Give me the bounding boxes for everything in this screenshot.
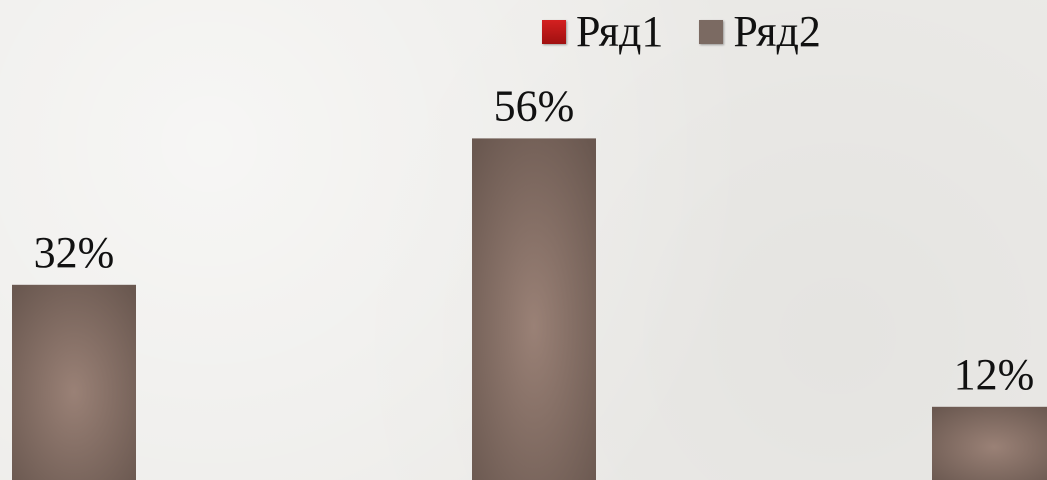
legend-label-series-1: Ряд1 [576, 7, 664, 56]
legend-item-series-2: Ряд2 [699, 7, 821, 56]
legend-swatch-series-1 [542, 20, 566, 44]
data-label-1: 32% [34, 228, 115, 277]
legend-item-series-1: Ряд1 [542, 8, 663, 56]
legend-swatch-series-2 [699, 20, 724, 44]
legend-label-series-2: Ряд2 [733, 7, 821, 56]
bar-1 [12, 284, 136, 480]
bar-2 [472, 138, 596, 480]
bar-3 [932, 406, 1047, 480]
legend: Ряд1 Ряд2 [542, 8, 857, 56]
data-label-3: 12% [954, 350, 1035, 399]
data-label-2: 56% [494, 81, 575, 130]
